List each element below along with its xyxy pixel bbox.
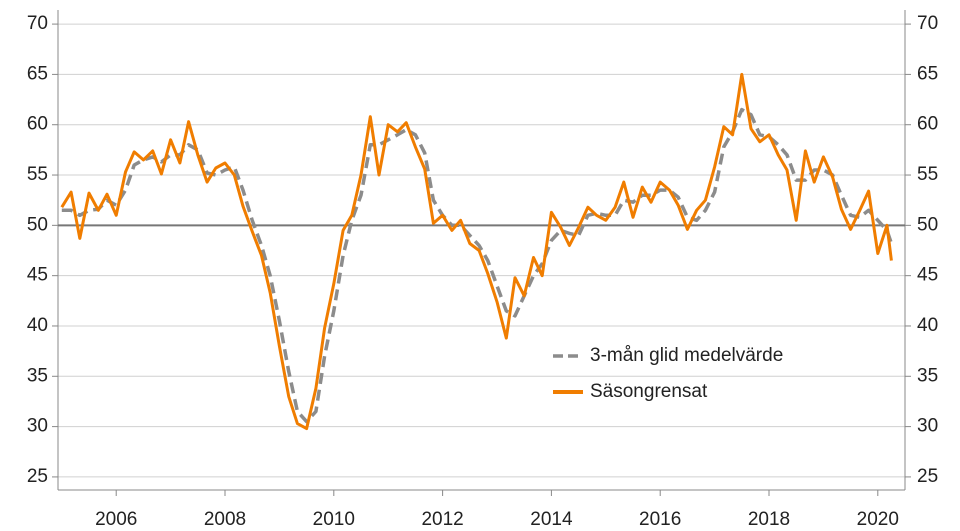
y-tick-label: 40 <box>27 315 48 336</box>
y-tick-label: 70 <box>27 13 48 34</box>
y2-tick-label: 35 <box>917 365 938 386</box>
y2-tick-label: 30 <box>917 416 938 437</box>
y-tick-label: 60 <box>27 114 48 135</box>
y2-tick-label: 50 <box>917 214 938 235</box>
x-tick-label: 2006 <box>95 509 137 530</box>
y-tick-label: 65 <box>27 63 48 84</box>
y2-tick-label: 70 <box>917 13 938 34</box>
legend-label: Säsongrensat <box>590 381 708 402</box>
y-tick-label: 25 <box>27 466 48 487</box>
x-tick-label: 2012 <box>421 509 463 530</box>
y-tick-label: 50 <box>27 214 48 235</box>
x-tick-label: 2014 <box>530 509 573 530</box>
y2-tick-label: 45 <box>917 265 938 286</box>
y-tick-label: 45 <box>27 265 48 286</box>
x-tick-label: 2016 <box>639 509 681 530</box>
y2-tick-label: 65 <box>917 63 938 84</box>
y-tick-label: 55 <box>27 164 48 185</box>
x-tick-label: 2018 <box>748 509 790 530</box>
y-tick-label: 35 <box>27 365 48 386</box>
x-tick-label: 2010 <box>313 509 355 530</box>
y-tick-label: 30 <box>27 416 48 437</box>
y2-tick-label: 60 <box>917 114 938 135</box>
y2-tick-label: 55 <box>917 164 938 185</box>
y2-tick-label: 25 <box>917 466 938 487</box>
y2-tick-label: 40 <box>917 315 938 336</box>
x-tick-label: 2008 <box>204 509 246 530</box>
series-line <box>60 72 893 431</box>
legend-label: 3-mån glid medelvärde <box>590 345 783 366</box>
x-tick-label: 2020 <box>857 509 899 530</box>
series-line <box>61 107 894 424</box>
